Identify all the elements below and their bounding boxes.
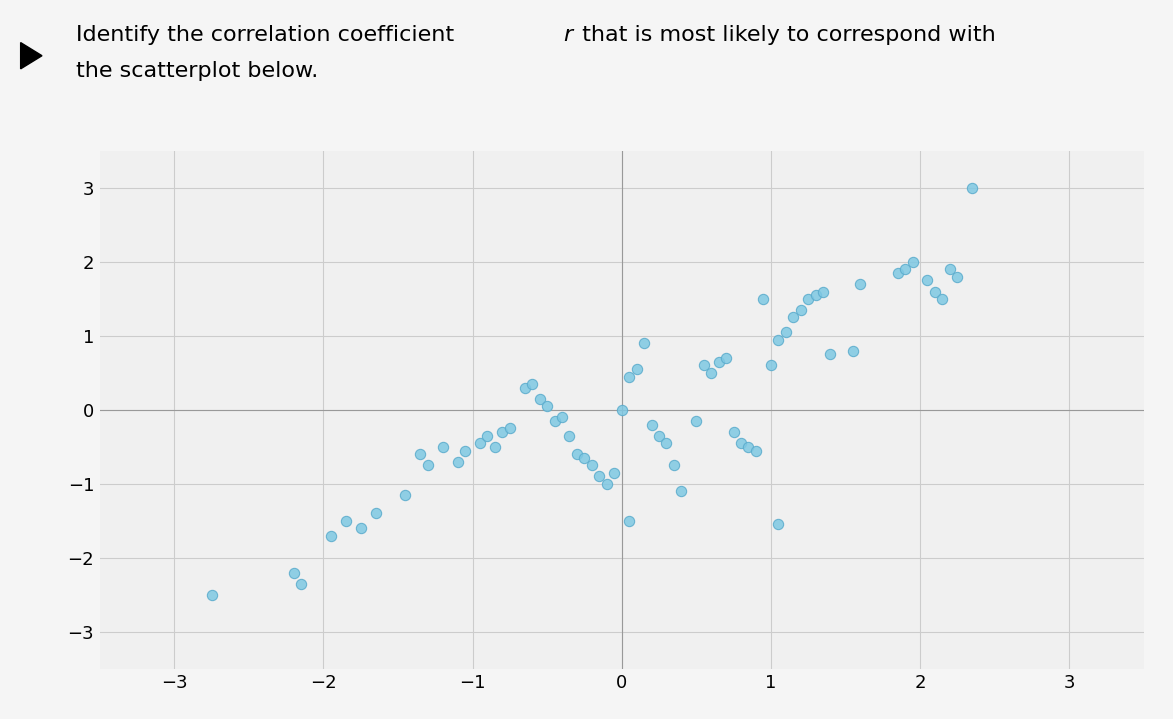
Point [612, 404, 631, 416]
Point [561, 430, 579, 441]
Point [672, 485, 691, 497]
Text: Identify the correlation coefficient: Identify the correlation coefficient [76, 25, 461, 45]
Point [455, 445, 474, 457]
Point [292, 578, 311, 590]
Point [470, 437, 489, 449]
Point [694, 360, 713, 371]
Point [754, 293, 773, 305]
Point [710, 356, 728, 367]
Polygon shape [21, 42, 42, 69]
Point [814, 285, 833, 297]
Point [523, 378, 542, 390]
Point [448, 456, 467, 467]
Text: r: r [563, 25, 572, 45]
Point [850, 278, 869, 290]
Point [515, 382, 534, 393]
Point [642, 419, 660, 431]
Point [732, 437, 751, 449]
Point [605, 467, 624, 478]
Point [419, 459, 438, 471]
Point [493, 426, 511, 438]
Point [664, 459, 683, 471]
Point [821, 349, 840, 360]
Point [530, 393, 549, 405]
Point [896, 264, 915, 275]
Point [486, 441, 504, 452]
Point [777, 326, 795, 338]
Point [739, 441, 758, 452]
Point [545, 415, 564, 426]
Point [963, 182, 982, 193]
Point [933, 293, 951, 305]
Point [575, 452, 594, 464]
Point [597, 478, 616, 490]
Point [590, 471, 609, 482]
Point [806, 290, 825, 301]
Point [568, 449, 586, 460]
Point [701, 367, 720, 379]
Point [619, 515, 638, 526]
Point [948, 271, 967, 283]
Point [552, 411, 571, 423]
Text: that is most likely to correspond with: that is most likely to correspond with [575, 25, 996, 45]
Point [792, 304, 811, 316]
Point [687, 415, 706, 426]
Point [202, 589, 221, 600]
Point [411, 449, 429, 460]
Text: the scatterplot below.: the scatterplot below. [76, 61, 319, 81]
Point [337, 515, 355, 526]
Point [925, 285, 944, 297]
Point [650, 430, 669, 441]
Point [284, 567, 303, 578]
Point [724, 426, 743, 438]
Point [918, 275, 937, 286]
Point [583, 459, 602, 471]
Point [501, 423, 520, 434]
Point [761, 360, 780, 371]
Point [903, 256, 922, 267]
Point [784, 311, 802, 323]
Point [352, 523, 371, 534]
Point [635, 337, 653, 349]
Point [366, 508, 385, 519]
Point [843, 345, 862, 357]
Point [717, 352, 735, 364]
Point [321, 530, 340, 541]
Point [769, 334, 788, 345]
Point [746, 445, 765, 457]
Point [628, 363, 646, 375]
Point [433, 441, 452, 452]
Point [941, 264, 960, 275]
Point [769, 518, 788, 530]
Point [619, 371, 638, 383]
Point [799, 293, 818, 305]
Point [657, 437, 676, 449]
Point [396, 489, 415, 500]
Point [479, 430, 497, 441]
Point [537, 400, 556, 412]
Point [888, 267, 907, 279]
